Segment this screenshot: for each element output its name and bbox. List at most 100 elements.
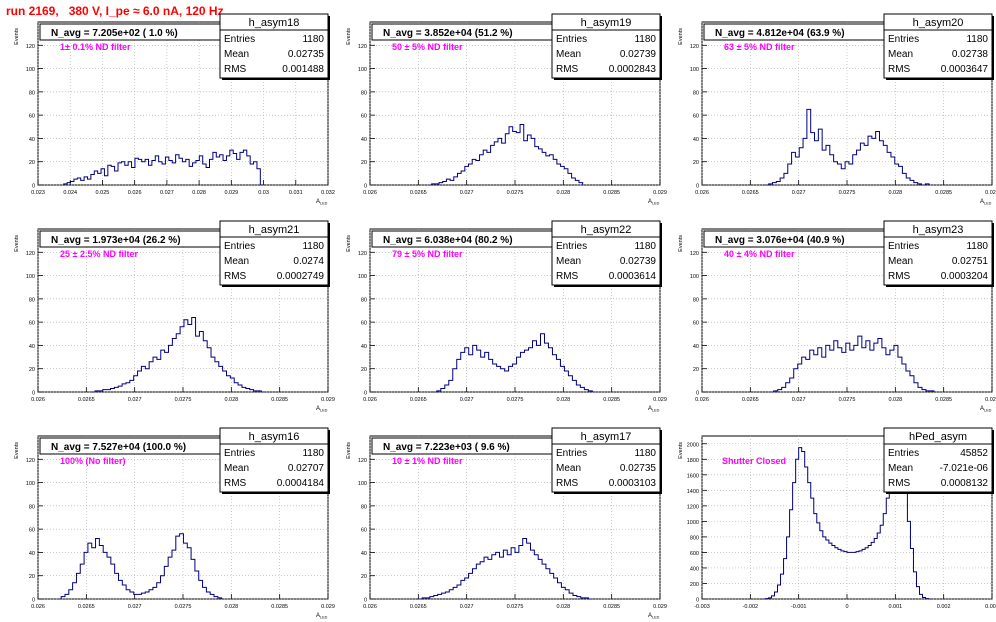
navg-text: N_avg = 7.205e+02 ( 1.0 %)	[51, 28, 178, 39]
y-axis-title: Events	[678, 442, 684, 459]
x-tick-label: 0.029	[653, 604, 667, 610]
x-tick-label: 0.0265	[410, 397, 427, 403]
stats-box	[883, 236, 993, 286]
x-tick-label: 0.028	[888, 397, 902, 403]
y-tick-label: 0	[696, 598, 699, 604]
x-tick-label: 0.0285	[603, 397, 620, 403]
y-tick-label: 60	[361, 528, 367, 534]
navg-text: N_avg = 3.852e+04 (51.2 %)	[383, 28, 513, 39]
x-tick-label: 0.029	[985, 397, 996, 403]
y-tick-label: 1800	[687, 458, 699, 464]
histogram-panel-h_asym21: 0 20 40 60 80 100 120 0.026 0.0265 0.027 0.0275 0.0…	[14, 220, 335, 413]
x-tick-label: 0.032	[321, 190, 335, 196]
stats-label: RMS	[556, 478, 579, 489]
navg-text: N_avg = 4.812e+04 (63.9 %)	[715, 28, 845, 39]
stats-label: Mean	[224, 463, 249, 474]
x-tick-label: 0.026	[31, 604, 45, 610]
stats-value: 0.02739	[620, 49, 657, 60]
y-tick-label: 40	[29, 344, 35, 350]
x-tick-label: 0.027	[792, 190, 806, 196]
x-tick-label: 0.0275	[507, 604, 524, 610]
stats-label: RMS	[224, 64, 247, 75]
histogram-name: h_asym17	[581, 431, 632, 443]
y-tick-label: 40	[693, 137, 699, 143]
stats-label: Entries	[224, 34, 255, 45]
y-tick-label: 60	[693, 321, 699, 327]
stats-label: Entries	[224, 241, 255, 252]
y-tick-label: 0	[696, 184, 699, 190]
stats-value: 0.0274	[293, 256, 324, 267]
x-tick-label: 0.026	[363, 604, 377, 610]
stats-value: -7.021e-06	[940, 463, 989, 474]
y-tick-label: 100	[358, 481, 367, 487]
histogram-name: h_asym21	[249, 224, 300, 236]
y-tick-label: 80	[29, 297, 35, 303]
stats-value: 1180	[634, 34, 656, 45]
y-tick-label: 100	[26, 481, 35, 487]
histogram-panel-h_asym20: 0 20 40 60 80 100 120 0.026 0.0265 0.027 0.0275 0.0…	[678, 13, 996, 206]
stats-label: RMS	[224, 478, 247, 489]
stats-value: 0.0008132	[941, 478, 989, 489]
navg-text: N_avg = 6.038e+04 (80.2 %)	[383, 235, 513, 246]
stats-value: 0.0002749	[277, 271, 325, 282]
navg-box	[39, 437, 221, 455]
histogram-panel-h_asym22: 0 20 40 60 80 100 120 0.026 0.0265 0.027 0.0275 0.0…	[346, 220, 667, 413]
stats-label: RMS	[888, 478, 911, 489]
x-tick-label: 0.0285	[271, 397, 288, 403]
navg-box	[371, 230, 553, 248]
y-tick-label: 1600	[687, 473, 699, 479]
histogram-series-h_asym22	[432, 333, 593, 393]
y-axis-title: Events	[346, 442, 352, 459]
x-tick-label: 0.026	[31, 397, 45, 403]
x-tick-label: 0.0275	[839, 397, 856, 403]
x-axis-title: ALED	[980, 199, 992, 206]
y-tick-label: 60	[361, 114, 367, 120]
x-tick-label: 0.031	[289, 190, 303, 196]
y-tick-label: 80	[693, 90, 699, 96]
y-tick-label: 2000	[687, 442, 699, 448]
x-tick-label: 0.0265	[78, 397, 95, 403]
y-tick-label: 40	[29, 137, 35, 143]
x-tick-label: 0.002	[937, 604, 951, 610]
stats-value: 0.02739	[620, 256, 657, 267]
y-tick-label: 400	[690, 566, 699, 572]
y-tick-label: 80	[361, 504, 367, 510]
x-axis-title: ALED	[648, 199, 660, 206]
y-tick-label: 0	[32, 391, 35, 397]
y-tick-label: 100	[26, 274, 35, 280]
y-tick-label: 0	[364, 184, 367, 190]
stats-box	[219, 29, 329, 79]
x-tick-label: 0.026	[363, 190, 377, 196]
filter-label: 50 ± 5% ND filter	[392, 42, 463, 52]
y-tick-label: 60	[693, 114, 699, 120]
x-tick-label: 0.029	[321, 397, 335, 403]
filter-label: Shutter Closed	[722, 456, 786, 466]
x-tick-label: 0.027	[792, 397, 806, 403]
stats-box	[883, 443, 993, 493]
histogram-panel-h_asym17: 0 20 40 60 80 100 120 0.026 0.0265 0.027 0.0275 0.0…	[346, 427, 667, 620]
y-tick-label: 1400	[687, 489, 699, 495]
y-axis-title: Events	[346, 28, 352, 45]
y-tick-label: 800	[690, 535, 699, 541]
histogram-name: h_asym19	[581, 17, 632, 29]
y-tick-label: 60	[361, 321, 367, 327]
histogram-panel-h_asym19: 0 20 40 60 80 100 120 0.026 0.0265 0.027 0.0275 0.0…	[346, 13, 667, 206]
stats-value: 1180	[634, 241, 656, 252]
x-tick-label: 0.003	[985, 604, 996, 610]
stats-value: 0.0003614	[609, 271, 657, 282]
x-tick-label: 0.026	[363, 397, 377, 403]
x-tick-label: 0.028	[556, 190, 570, 196]
y-tick-label: 120	[358, 251, 367, 257]
navg-text: N_avg = 3.076e+04 (40.9 %)	[715, 235, 845, 246]
stats-value: 0.02707	[288, 463, 325, 474]
navg-box	[703, 23, 885, 41]
stats-label: Mean	[224, 256, 249, 267]
y-tick-label: 100	[358, 274, 367, 280]
filter-label: 100% (No filter)	[60, 456, 126, 466]
x-tick-label: 0.026	[695, 190, 709, 196]
stats-box	[219, 236, 329, 286]
x-axis-title: ALED	[316, 199, 328, 206]
histogram-name: hPed_asym	[909, 431, 967, 443]
x-tick-label: 0.0275	[175, 604, 192, 610]
x-tick-label: 0.0285	[935, 397, 952, 403]
